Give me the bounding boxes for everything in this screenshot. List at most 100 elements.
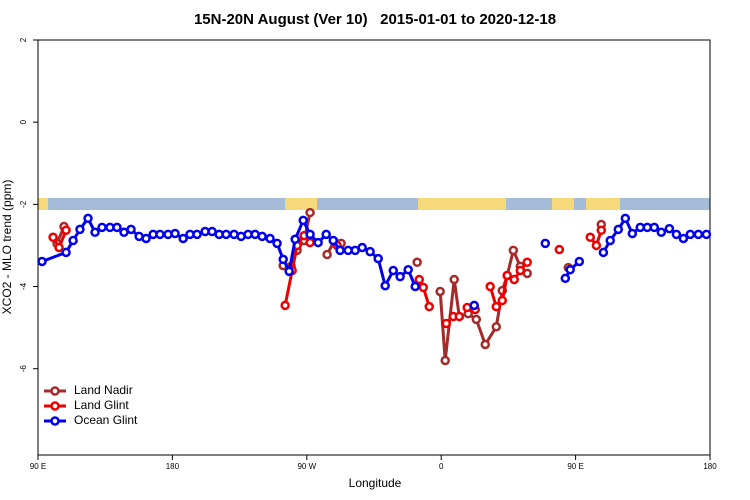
point [365,246,375,257]
point [290,234,300,245]
point [598,247,609,258]
x-tick-label: 90 E [30,462,46,471]
land-patch [418,198,506,210]
legend-marker [50,386,60,396]
point [48,232,58,242]
point [83,213,93,224]
map-strip [38,198,710,210]
point [693,229,704,240]
ocean-band [38,198,710,210]
point [412,257,422,268]
point [449,274,459,285]
x-tick-label: 180 [166,462,180,471]
point [284,266,294,277]
point [424,301,435,312]
point [68,235,78,246]
point [649,222,660,233]
point [328,235,338,246]
land-patch [38,198,48,210]
y-tick-label: -6 [19,365,28,373]
y-tick-label: 0 [19,119,28,124]
point [155,229,165,240]
point [664,223,675,234]
point [435,286,445,297]
point [497,295,508,306]
point [298,215,308,226]
legend-marker [50,416,60,426]
land-patch [552,198,574,210]
x-tick-label: 90 E [567,462,583,471]
point [141,233,151,244]
point [322,249,332,260]
plot-frame [37,39,711,456]
x-tick-label: 180 [703,462,717,471]
point [112,222,122,233]
point [485,281,495,292]
point [591,240,602,251]
point [522,257,532,268]
y-tick-label: 2 [19,37,28,42]
point [471,314,482,325]
point [126,224,136,235]
point [480,339,491,350]
point [685,229,696,240]
point [61,247,71,258]
point [37,256,47,267]
point [388,265,399,276]
point [272,238,282,249]
point [395,271,405,282]
point [305,237,315,248]
point [61,225,71,235]
point [440,355,450,366]
point [170,228,180,239]
point [515,265,526,276]
point [97,222,107,233]
point [701,229,712,240]
point [305,229,315,240]
point [305,207,315,218]
point [54,242,64,253]
chart-title: 15N-20N August (Ver 10) 2015-01-01 to 20… [194,11,556,28]
point [75,224,85,235]
point [565,264,575,275]
land-patch [586,198,620,210]
point [574,256,585,267]
point [280,300,290,311]
point [257,231,267,242]
point [509,274,519,285]
point [678,233,689,244]
point [613,224,624,235]
point [554,244,565,255]
point [178,233,188,244]
point [502,270,512,281]
point [508,245,519,256]
point [671,229,682,240]
point [373,253,383,264]
x-axis-label: Longitude [349,476,402,490]
legend-marker [50,401,60,411]
point [627,228,638,239]
x-tick-label: 0 [439,462,444,471]
point [221,229,231,240]
legend-label: Ocean Glint [74,413,138,427]
series-line [51,229,603,325]
point [491,322,502,332]
point [560,273,571,284]
point [265,233,275,244]
x-tick-label: 90 W [297,462,316,471]
point [454,311,465,322]
point [418,282,429,293]
y-tick-label: -2 [19,200,28,208]
point [596,225,607,235]
point [380,280,390,291]
legend-label: Land Glint [74,398,129,412]
y-tick-label: -4 [19,282,28,290]
point [410,281,420,292]
point [403,264,413,275]
point [656,227,667,238]
legend-label: Land Nadir [74,383,133,397]
point [335,245,345,256]
point [620,213,631,224]
point [321,229,331,240]
